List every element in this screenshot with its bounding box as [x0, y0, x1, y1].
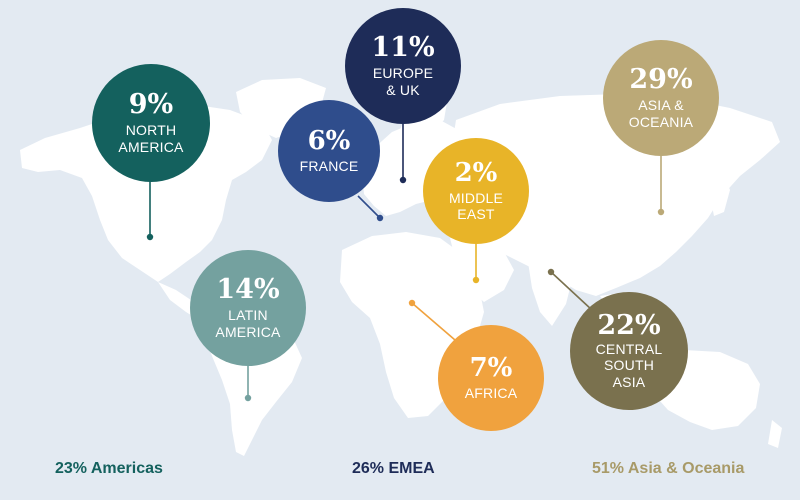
region-percent: 9% [128, 89, 174, 121]
dot-middle-east [472, 276, 480, 284]
dot-north-america [146, 233, 154, 241]
region-label-line: EAST [457, 206, 495, 222]
location-dots [146, 176, 665, 402]
continent-japan [710, 170, 730, 216]
region-bubble-middle-east: 2% MIDDLE EAST [423, 138, 529, 244]
region-label-line: & UK [386, 81, 420, 98]
summary-americas: 23% Americas [55, 460, 163, 477]
summary-asia-oceania: 51% Asia & Oceania [592, 460, 745, 477]
region-bubble-north-america: 9% NORTH AMERICA [92, 64, 210, 182]
region-bubble-france: 6% FRANCE [278, 100, 380, 202]
region-label-line: MIDDLE [448, 189, 504, 206]
region-bubble-latin-america: 14% LATIN AMERICA [190, 250, 306, 366]
dot-latin-america [244, 394, 252, 402]
region-bubble-central-south-asia: 22% CENTRAL SOUTH ASIA [570, 292, 688, 410]
region-label-line: EUROPE [372, 65, 434, 82]
region-percent: 29% [629, 64, 693, 96]
region-percent: 14% [216, 274, 280, 306]
continent-new-zealand [768, 420, 782, 448]
region-label-line: OCEANIA [628, 113, 694, 130]
dot-france [376, 214, 384, 222]
summary-emea: 26% EMEA [352, 460, 435, 477]
region-label-line: ASIA & [638, 97, 684, 114]
region-label-line: AMERICA [215, 323, 281, 340]
region-bubble-europe-uk: 11% EUROPE & UK [345, 8, 461, 124]
continent-asia [452, 94, 780, 296]
region-label-line: LATIN [228, 307, 268, 324]
continent-india [528, 258, 572, 326]
region-bubble-asia-oceania: 29% ASIA & OCEANIA [603, 40, 719, 156]
region-label-line: NORTH [125, 122, 177, 139]
dot-asia-oceania [657, 208, 665, 216]
region-label-line: ASIA [612, 373, 646, 390]
continent-north-america [20, 104, 272, 282]
connector-france [357, 195, 381, 219]
region-percent: 22% [597, 310, 661, 342]
region-label-line: FRANCE [299, 157, 359, 174]
region-percent: 11% [371, 32, 435, 64]
region-percent: 6% [307, 125, 351, 156]
dot-central-south-asia [547, 268, 555, 276]
region-label-line: AMERICA [118, 138, 184, 155]
dot-europe-uk [399, 176, 407, 184]
dot-africa [408, 299, 416, 307]
region-label-line: SOUTH [604, 357, 654, 374]
region-label-line: CENTRAL [595, 341, 663, 358]
region-percent: 2% [454, 157, 498, 188]
connector-central-south-asia [550, 271, 593, 311]
region-bubble-africa: 7% AFRICA [438, 325, 544, 431]
region-percent: 7% [469, 352, 513, 383]
region-label-line: AFRICA [464, 384, 518, 401]
